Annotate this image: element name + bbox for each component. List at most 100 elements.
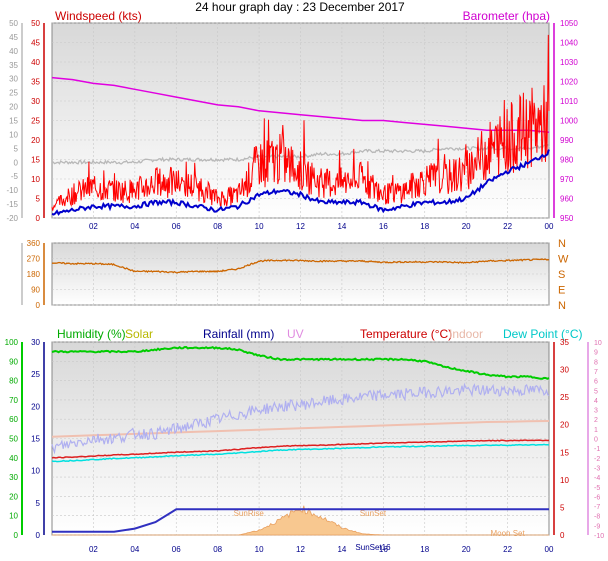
sun-annotation: SunRise <box>234 509 265 518</box>
climate-x-tick: 20 <box>462 545 471 554</box>
apparent-tick: 9 <box>594 350 598 357</box>
humidity-tick: 40 <box>9 454 18 463</box>
wind-tick: 40 <box>31 58 40 67</box>
barometer-label: Barometer (hpa) <box>462 9 550 23</box>
temperature-tick: 35 <box>560 338 569 347</box>
outer-left-tick: 35 <box>9 61 18 70</box>
baro-tick: 960 <box>560 195 574 204</box>
apparent-tick: -5 <box>594 485 600 492</box>
apparent-tick: -6 <box>594 494 600 501</box>
wind-tick: 45 <box>31 39 40 48</box>
temperature-tick: 10 <box>560 476 569 485</box>
apparent-tick: 3 <box>594 408 598 415</box>
sun-annotation: SunSet <box>360 509 387 518</box>
climate-x-tick: 16 <box>379 545 388 554</box>
sun-annotation: SunSet16 <box>355 543 391 552</box>
rainfall-tick: 25 <box>31 370 40 379</box>
wind-tick: 0 <box>36 214 41 223</box>
sun-annotation: Moon Set <box>490 529 525 538</box>
outer-left-tick: -5 <box>11 172 19 181</box>
humidity-line <box>51 345 550 380</box>
wind-tick: 10 <box>31 175 40 184</box>
apparent-tick: -9 <box>594 523 600 530</box>
compass-label: S <box>558 269 565 281</box>
climate-x-tick: 12 <box>296 545 305 554</box>
apparent-tick: -3 <box>594 465 600 472</box>
apparent-tick: 2 <box>594 417 598 424</box>
baro-tick: 1030 <box>560 58 578 67</box>
apparent-line <box>51 382 550 455</box>
apparent-tick: -8 <box>594 514 600 521</box>
page-title: 24 hour graph day : 23 December 2017 <box>195 0 405 14</box>
outer-left-tick: 20 <box>9 103 18 112</box>
compass-label: N <box>558 238 566 250</box>
wind-tick: 5 <box>36 195 41 204</box>
rainfall-tick: 5 <box>36 499 41 508</box>
wind-x-tick: 16 <box>379 222 388 231</box>
baro-tick: 1000 <box>560 117 578 126</box>
legend-rainfall: Rainfall (mm) <box>203 327 275 341</box>
wind-tick: 20 <box>31 136 40 145</box>
temperature-tick: 5 <box>560 503 565 512</box>
rainfall-tick: 30 <box>31 338 40 347</box>
wind-x-tick: 22 <box>503 222 512 231</box>
wind-tick: 30 <box>31 97 40 106</box>
windspeed-label: Windspeed (kts) <box>55 9 142 23</box>
climate-x-tick: 04 <box>130 545 139 554</box>
direction-tick: 180 <box>27 270 41 279</box>
apparent-tick: -1 <box>594 446 600 453</box>
apparent-tick: -10 <box>594 533 604 540</box>
apparent-tick: 6 <box>594 379 598 386</box>
outer-left-tick: -10 <box>6 186 18 195</box>
outer-left-tick: 10 <box>9 130 18 139</box>
baro-tick: 980 <box>560 156 574 165</box>
climate-x-tick: 00 <box>545 545 554 554</box>
rainfall-tick: 20 <box>31 402 40 411</box>
apparent-tick: -4 <box>594 475 600 482</box>
wind-x-tick: 04 <box>130 222 139 231</box>
dewpoint-line <box>51 443 550 463</box>
legend-solar: Solar <box>125 327 154 341</box>
wind-tick: 15 <box>31 156 40 165</box>
climate-x-tick: 22 <box>503 545 512 554</box>
baro-tick: 1040 <box>560 39 578 48</box>
apparent-tick: 4 <box>594 398 598 405</box>
legend-temperature: Temperature (°C) <box>360 327 453 341</box>
apparent-tick: -7 <box>594 504 600 511</box>
wind-x-tick: 10 <box>255 222 264 231</box>
wind-x-tick: 14 <box>337 222 346 231</box>
baro-tick: 1020 <box>560 78 578 87</box>
compass-label: E <box>558 285 565 297</box>
rainfall-tick: 10 <box>31 467 40 476</box>
direction-tick: 0 <box>36 301 41 310</box>
baro-tick: 1010 <box>560 97 578 106</box>
rainfall-tick: 15 <box>31 435 40 444</box>
wind-x-tick: 12 <box>296 222 305 231</box>
climate-x-tick: 08 <box>213 545 222 554</box>
direction-tick: 360 <box>27 239 41 248</box>
outer-left-tick: 50 <box>9 19 18 28</box>
humidity-tick: 90 <box>9 357 18 366</box>
temperature-tick: 30 <box>560 366 569 375</box>
wind-tick: 25 <box>31 117 40 126</box>
outer-left-tick: 25 <box>9 89 18 98</box>
temperature-tick: 25 <box>560 393 569 402</box>
temperature-line <box>51 439 550 459</box>
wind-x-tick: 08 <box>213 222 222 231</box>
gust-line <box>51 34 550 211</box>
baro-tick: 990 <box>560 136 574 145</box>
compass-label: N <box>558 300 566 312</box>
direction-tick: 270 <box>27 255 41 264</box>
temperature-tick: 20 <box>560 421 569 430</box>
wind-tick: 35 <box>31 78 40 87</box>
wind-x-tick: 06 <box>172 222 181 231</box>
humidity-tick: 0 <box>14 531 19 540</box>
direction-tick: 90 <box>31 286 40 295</box>
climate-x-tick: 06 <box>172 545 181 554</box>
apparent-tick: 0 <box>594 437 598 444</box>
barometer-line <box>51 76 550 133</box>
climate-x-tick: 18 <box>420 545 429 554</box>
humidity-tick: 100 <box>5 338 19 347</box>
